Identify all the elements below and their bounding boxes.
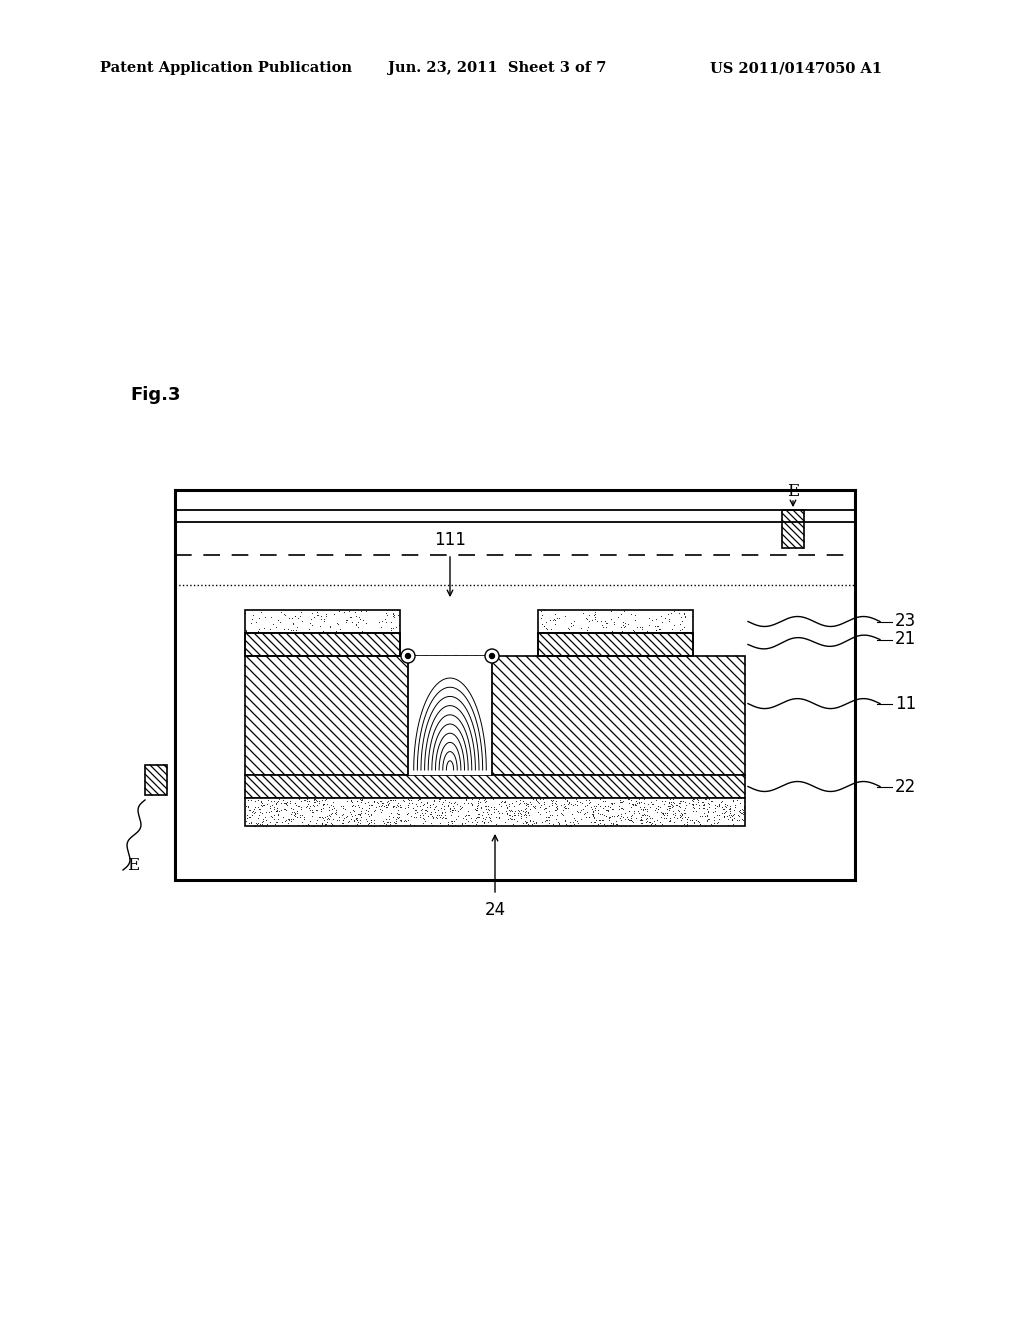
Text: 21: 21 — [895, 631, 916, 648]
Text: Fig.3: Fig.3 — [130, 385, 180, 404]
Bar — [145, 766, 167, 795]
Text: Jun. 23, 2011  Sheet 3 of 7: Jun. 23, 2011 Sheet 3 of 7 — [388, 61, 606, 75]
Text: 22: 22 — [895, 777, 916, 796]
Text: 111: 111 — [434, 531, 466, 549]
Bar — [245, 634, 400, 656]
Text: 24: 24 — [484, 902, 506, 919]
Text: E: E — [786, 483, 799, 500]
Text: 11: 11 — [895, 694, 916, 713]
Text: E: E — [127, 857, 139, 874]
Bar — [245, 799, 745, 826]
Bar — [245, 610, 400, 634]
Bar — [245, 634, 400, 656]
Bar — [245, 656, 745, 775]
Circle shape — [401, 649, 415, 663]
Text: 23: 23 — [895, 612, 916, 631]
Bar — [538, 610, 693, 634]
Bar — [538, 634, 693, 656]
Circle shape — [489, 653, 495, 659]
Bar — [538, 634, 693, 656]
Circle shape — [485, 649, 499, 663]
Text: Patent Application Publication: Patent Application Publication — [100, 61, 352, 75]
Bar — [245, 775, 745, 799]
Bar — [408, 656, 492, 775]
Text: US 2011/0147050 A1: US 2011/0147050 A1 — [710, 61, 882, 75]
Circle shape — [406, 653, 411, 659]
Bar — [782, 510, 804, 548]
